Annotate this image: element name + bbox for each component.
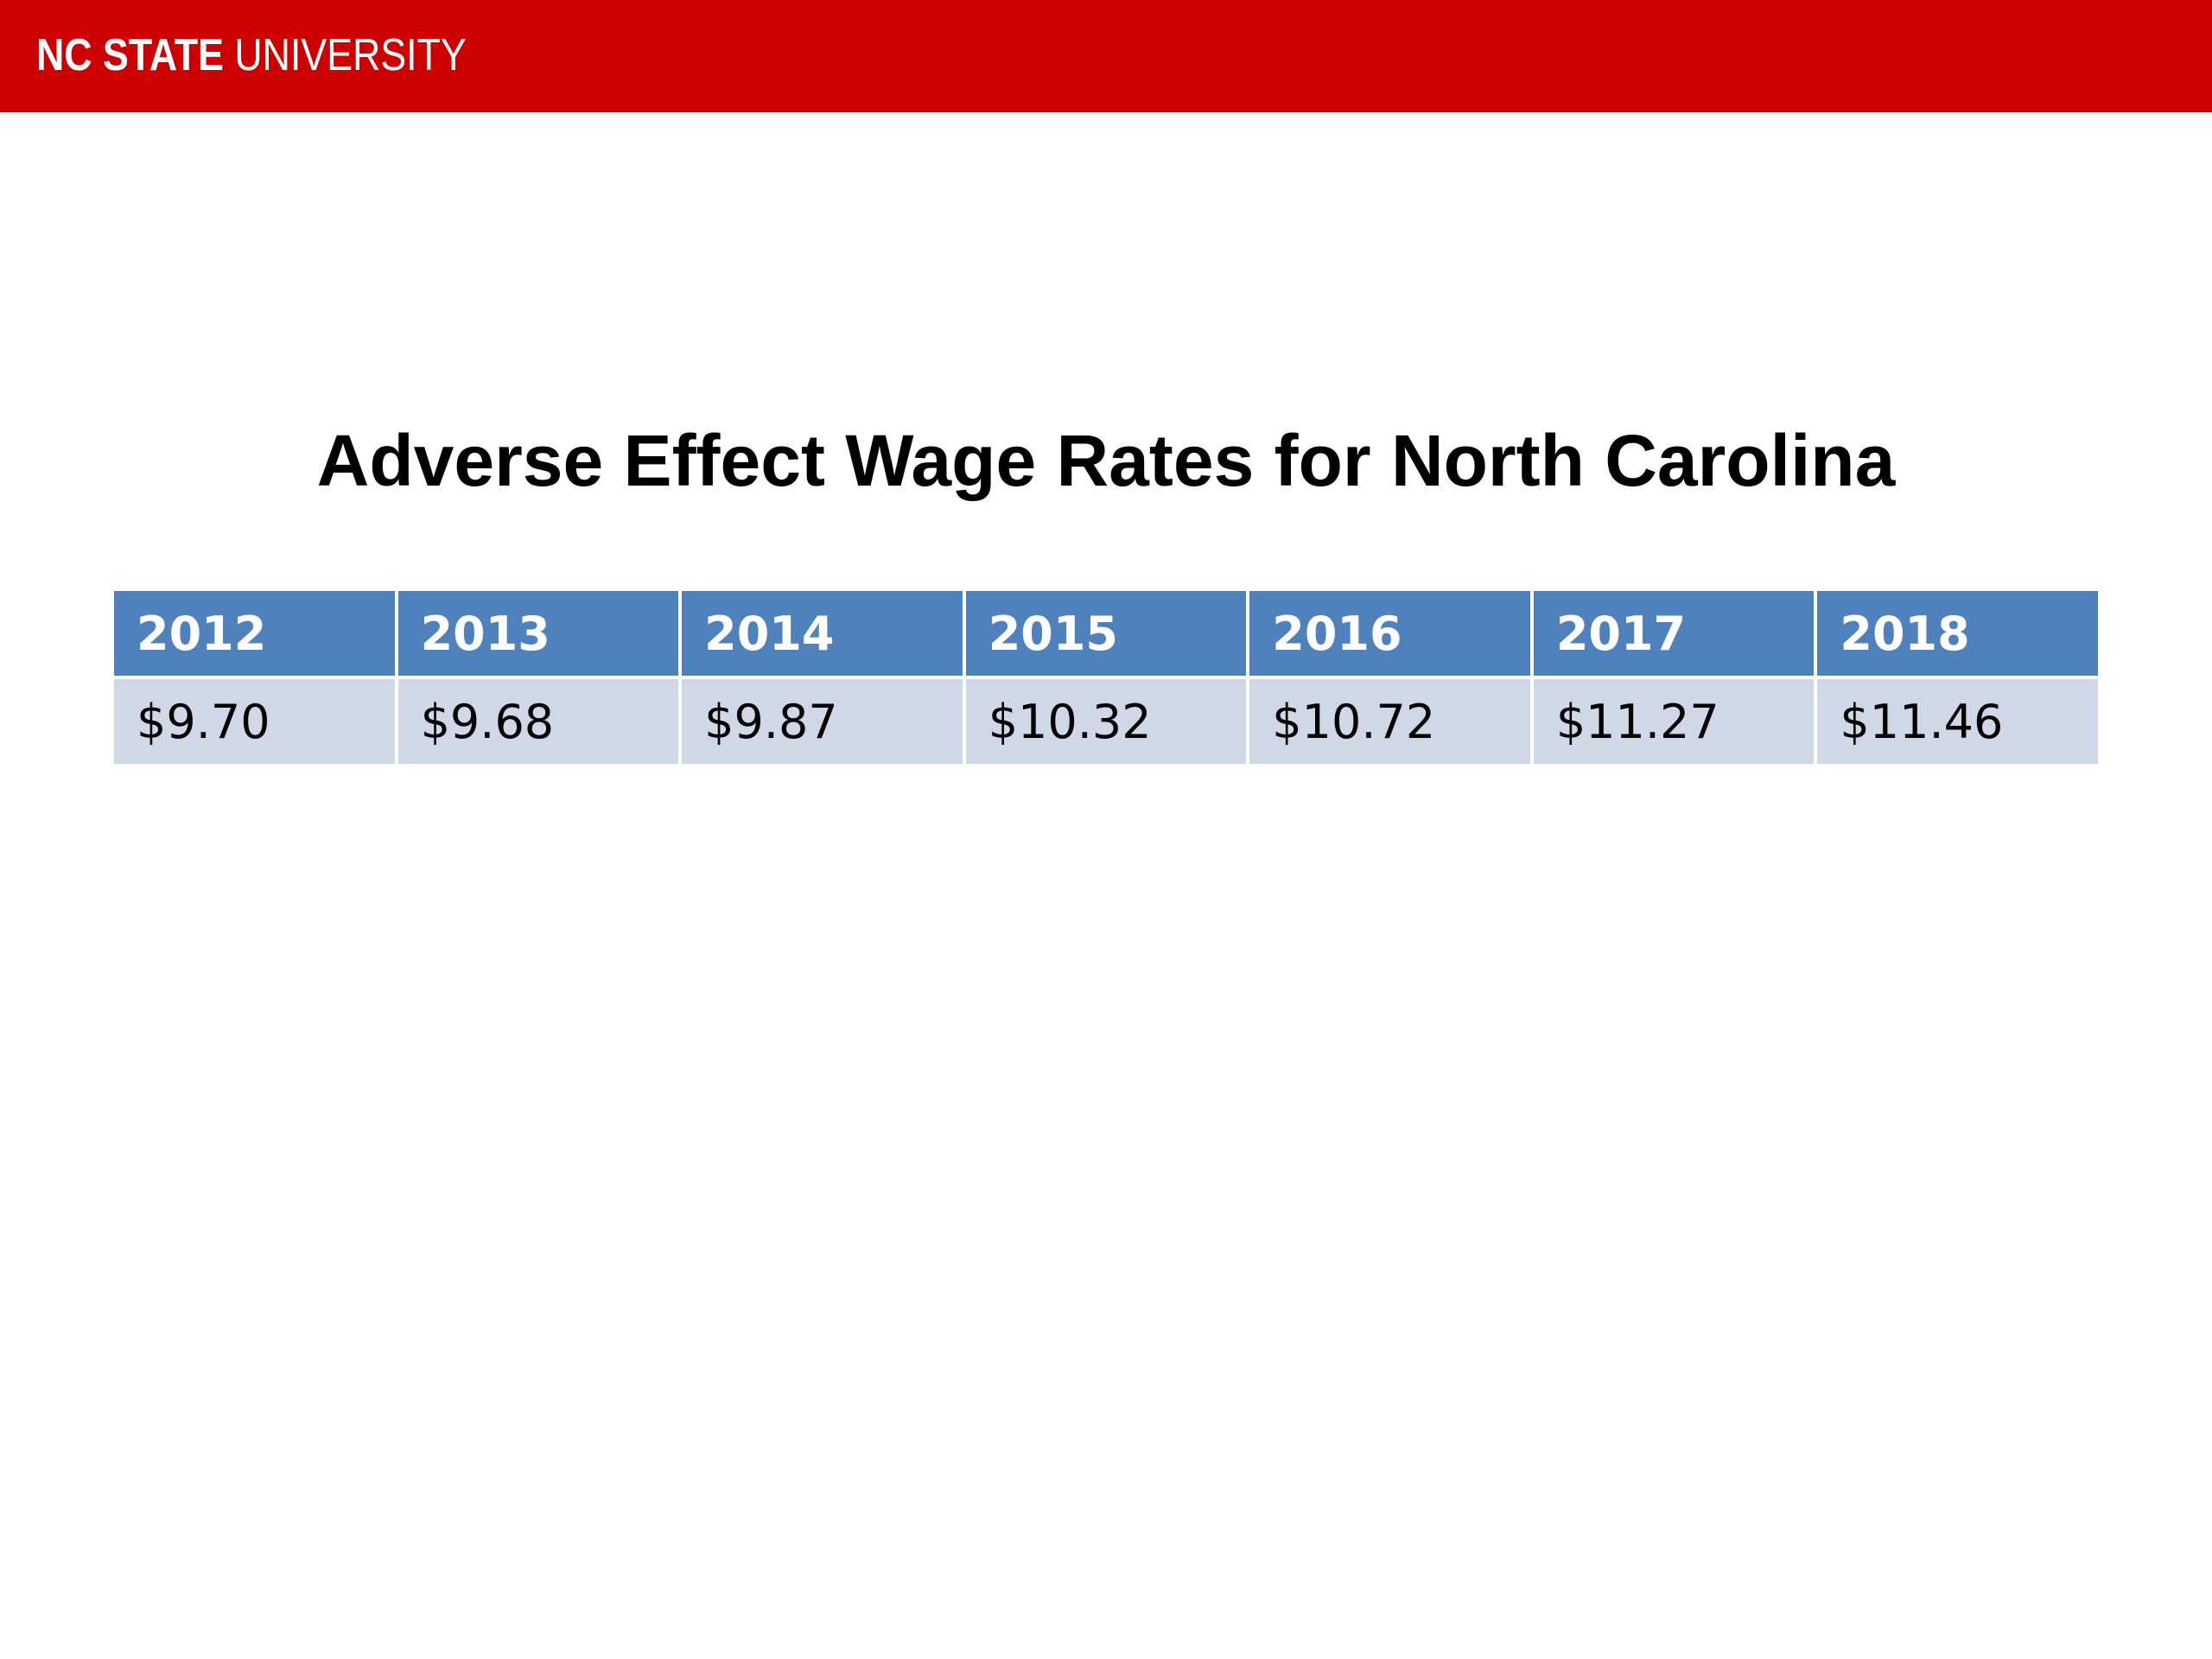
logo-bold-text: NC STATE	[36, 30, 224, 80]
table-row: $9.70 $9.68 $9.87 $10.32 $10.72 $11.27 $…	[111, 676, 2101, 767]
table-header-row: 2012 2013 2014 2015 2016 2017 2018	[111, 588, 2101, 679]
table-cell: $9.68	[394, 676, 683, 767]
table-cell: $9.87	[678, 676, 966, 767]
logo-light-text: UNIVERSITY	[234, 30, 467, 80]
column-header: 2016	[1246, 588, 1534, 679]
table-cell: $11.27	[1529, 676, 1818, 767]
table-cell: $10.72	[1246, 676, 1534, 767]
column-header: 2015	[962, 588, 1250, 679]
column-header: 2014	[678, 588, 966, 679]
column-header: 2013	[394, 588, 683, 679]
table-cell: $11.46	[1814, 676, 2101, 767]
table-cell: $10.32	[962, 676, 1250, 767]
header-banner: NC STATE UNIVERSITY	[0, 0, 2212, 112]
column-header: 2018	[1814, 588, 2101, 679]
wage-rate-table: 2012 2013 2014 2015 2016 2017 2018 $9.70…	[111, 588, 2101, 767]
university-logo[interactable]: NC STATE UNIVERSITY	[36, 29, 467, 81]
column-header: 2012	[111, 588, 398, 679]
column-header: 2017	[1529, 588, 1818, 679]
slide-title: Adverse Effect Wage Rates for North Caro…	[316, 420, 1896, 501]
table-cell: $9.70	[111, 676, 398, 767]
